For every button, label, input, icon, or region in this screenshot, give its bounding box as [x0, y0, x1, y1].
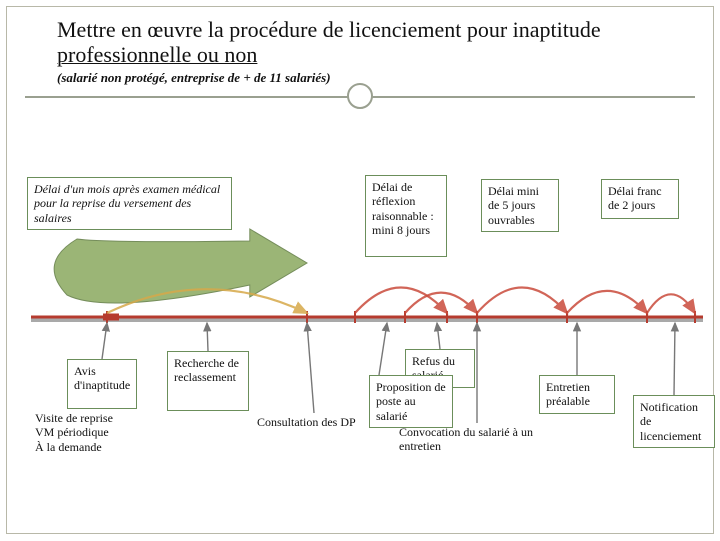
box-delai_2j: Délai franc de 2 jours — [601, 179, 679, 219]
box-delai_reflexion: Délai de réflexion raisonnable : mini 8 … — [365, 175, 447, 257]
box-notification: Notification de licenciement — [633, 395, 715, 448]
box-recherche: Recherche de reclassement — [167, 351, 249, 411]
box-convocation: Convocation du salarié à un entretien — [397, 423, 557, 457]
box-visite: Visite de repriseVM périodiqueÀ la deman… — [33, 409, 143, 459]
box-consultation: Consultation des DP — [255, 413, 373, 447]
title-divider — [7, 96, 713, 98]
diagram-canvas: Délai d'un mois après examen médical pou… — [7, 127, 713, 533]
slide-frame: Mettre en œuvre la procédure de licencie… — [6, 6, 714, 534]
title-block: Mettre en œuvre la procédure de licencie… — [7, 7, 713, 90]
slide-subtitle: (salarié non protégé, entreprise de + de… — [57, 70, 679, 86]
box-entretien: Entretien préalable — [539, 375, 615, 414]
box-proposition: Proposition de poste au salarié — [369, 375, 453, 428]
divider-circle — [347, 83, 373, 109]
box-delai_mois: Délai d'un mois après examen médical pou… — [27, 177, 232, 230]
box-delai_5j: Délai mini de 5 jours ouvrables — [481, 179, 559, 232]
box-avis: Avis d'inaptitude — [67, 359, 137, 409]
slide-title: Mettre en œuvre la procédure de licencie… — [57, 17, 679, 68]
